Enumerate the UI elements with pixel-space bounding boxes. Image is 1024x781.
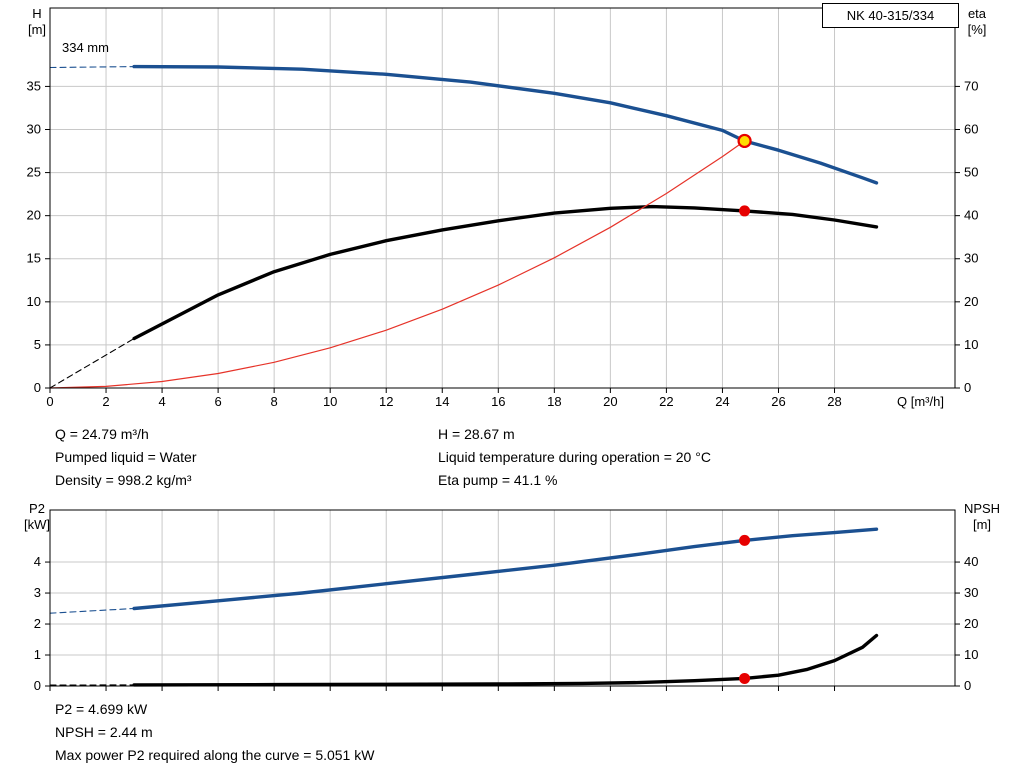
x-tick-label: 0	[46, 394, 53, 409]
x-tick-label: 8	[271, 394, 278, 409]
npsh-point	[739, 672, 751, 684]
info-p2: P2 = 4.699 kW	[55, 701, 148, 717]
info-head: H = 28.67 m	[438, 426, 515, 442]
axis-unit-eta: [%]	[967, 22, 987, 37]
right-tick-label: 40	[964, 554, 978, 569]
axis-unit-h: [m]	[27, 22, 47, 37]
right-tick-label: 30	[964, 585, 978, 600]
p2-curve	[132, 527, 879, 611]
left-tick-label: 30	[27, 121, 41, 136]
axis-name-eta: eta	[967, 6, 987, 21]
left-tick-label: 35	[27, 78, 41, 93]
x-tick-label: 4	[158, 394, 165, 409]
axis-title-h: H [m]	[18, 6, 56, 38]
plot-frame	[49, 7, 956, 389]
right-tick-label: 0	[964, 678, 971, 693]
x-tick-label: 28	[827, 394, 841, 409]
left-tick-label: 3	[34, 585, 41, 600]
duty-point[interactable]	[737, 133, 752, 149]
right-tick-label: 10	[964, 647, 978, 662]
operating-info-left: Q = 24.79 m³/h Pumped liquid = Water Den…	[55, 423, 197, 492]
eta-curve-dashed	[49, 337, 135, 389]
right-tick-label: 50	[964, 165, 978, 180]
x-tick-label: 6	[214, 394, 221, 409]
x-tick-label: 26	[771, 394, 785, 409]
left-tick-label: 0	[34, 678, 41, 693]
power-info: P2 = 4.699 kW NPSH = 2.44 m Max power P2…	[55, 698, 374, 767]
npsh-curve	[132, 633, 879, 687]
axis-name-p2: P2	[29, 501, 45, 516]
x-tick-label: 22	[659, 394, 673, 409]
axis-unit-npsh: [m]	[972, 517, 992, 532]
x-tick-label: 16	[491, 394, 505, 409]
right-tick-label: 20	[964, 294, 978, 309]
eta-curve	[132, 204, 879, 341]
left-tick-label: 10	[27, 294, 41, 309]
x-tick-label: 14	[435, 394, 449, 409]
x-tick-label: 2	[102, 394, 109, 409]
x-tick-label: 10	[323, 394, 337, 409]
right-tick-label: 20	[964, 616, 978, 631]
info-eta: Eta pump = 41.1 %	[438, 472, 558, 488]
duty-parabola	[49, 140, 746, 389]
h-curve-dashed	[49, 66, 135, 69]
info-density: Density = 998.2 kg/m³	[55, 472, 192, 488]
p2-curve-dashed	[49, 607, 135, 614]
axis-name-h: H	[32, 6, 42, 21]
right-tick-label: 70	[964, 78, 978, 93]
axis-title-eta: eta [%]	[957, 6, 997, 38]
eta-point	[739, 205, 751, 217]
left-tick-label: 25	[27, 165, 41, 180]
left-tick-label: 1	[34, 647, 41, 662]
operating-info-right: H = 28.67 m Liquid temperature during op…	[438, 423, 711, 492]
right-tick-label: 0	[964, 380, 971, 395]
left-tick-label: 15	[27, 251, 41, 266]
pump-model-label: NK 40-315/334	[846, 8, 935, 23]
left-tick-label: 5	[34, 337, 41, 352]
x-tick-label: 20	[603, 394, 617, 409]
right-tick-label: 60	[964, 121, 978, 136]
x-tick-label: 12	[379, 394, 393, 409]
x-tick-label: 18	[547, 394, 561, 409]
axis-name-npsh: NPSH	[963, 501, 1001, 516]
info-max-power: Max power P2 required along the curve = …	[55, 747, 375, 763]
info-liquid: Pumped liquid = Water	[55, 449, 197, 465]
info-flow: Q = 24.79 m³/h	[55, 426, 149, 442]
h-curve	[132, 64, 879, 185]
axis-title-p2: P2 [kW]	[16, 501, 58, 533]
impeller-diameter-label: 334 mm	[62, 40, 109, 55]
info-temperature: Liquid temperature during operation = 20…	[438, 449, 711, 465]
x-tick-label: 24	[715, 394, 729, 409]
axis-unit-p2: [kW]	[24, 517, 50, 532]
x-axis-label: Q [m³/h]	[897, 394, 944, 409]
right-tick-label: 40	[964, 208, 978, 223]
left-tick-label: 20	[27, 208, 41, 223]
p2-point	[739, 534, 751, 546]
axis-title-npsh: NPSH [m]	[958, 501, 1006, 533]
left-tick-label: 0	[34, 380, 41, 395]
left-tick-label: 2	[34, 616, 41, 631]
pump-model-box: NK 40-315/334	[822, 3, 959, 28]
left-tick-label: 4	[34, 554, 41, 569]
right-tick-label: 10	[964, 337, 978, 352]
right-tick-label: 30	[964, 251, 978, 266]
plot-frame	[49, 509, 956, 687]
info-npsh: NPSH = 2.44 m	[55, 724, 153, 740]
